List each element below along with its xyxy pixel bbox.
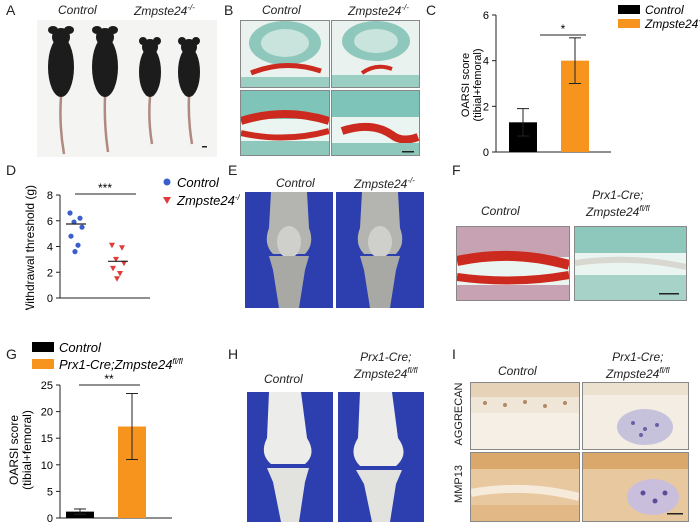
panel-b-caption-mutant: Zmpste24-/-	[348, 3, 409, 18]
chart-d-point-mutant-0	[109, 242, 115, 249]
chart-d-ytick-label-0: 0	[47, 293, 53, 305]
chart-c-ylabel-2: (tibial+femoral)	[472, 48, 484, 121]
histology-f-control	[456, 226, 570, 301]
chart-c-legend-swatch-mutant	[618, 19, 640, 28]
chart-g-errorbar-mutant	[126, 393, 138, 460]
chart-d-point-mutant-3	[121, 260, 127, 267]
chart-d-ytick-label-2: 4	[47, 242, 53, 254]
chart-c-ytick-label-0: 0	[483, 147, 489, 159]
ihc-aggrecan-control	[470, 382, 580, 450]
panel-a-caption-control: Control	[58, 3, 97, 17]
panel-a-caption-mutant: Zmpste24-/-	[134, 3, 195, 18]
panel-e-caption-mutant: Zmpste24-/-	[354, 176, 415, 191]
chart-d-point-control-2	[71, 219, 77, 225]
chart-d-point-mutant-5	[117, 271, 123, 277]
chart-c-significance: *	[561, 22, 566, 36]
chart-d-point-mutant-4	[110, 265, 116, 272]
chart-d-point-mutant-2	[113, 256, 119, 263]
ct-scan-mutant	[336, 192, 424, 308]
ct-scan-h-control	[247, 392, 333, 522]
mice-photo	[37, 20, 217, 157]
chart-d-point-mutant-1	[119, 245, 125, 251]
panel-i-caption-mutant: Prx1-Cre; Zmpste24fl/fl	[606, 350, 670, 381]
chart-d: 0 2 4 6 8 *** Withdrawal threshold (g) Contr…	[23, 175, 240, 310]
chart-g-ylabel-1: OARSI score	[7, 415, 21, 485]
panel-label-h: H	[228, 346, 239, 362]
chart-d-point-control-3	[79, 224, 85, 230]
chart-g-ytick-label-5: 25	[41, 380, 53, 392]
chart-g-ytick-label-4: 20	[41, 407, 53, 419]
chart-g-legend-swatch-control	[32, 342, 54, 352]
panel-label-b: B	[224, 2, 234, 18]
chart-d-ytick-label-4: 8	[47, 190, 53, 202]
chart-d-ytick-label-1: 2	[47, 267, 53, 279]
chart-d-legend-marker-mutant	[163, 197, 171, 204]
chart-d-legend-mutant: Zmpste24-/-	[176, 193, 240, 208]
panel-label-c: C	[426, 2, 437, 18]
chart-c-errorbar-mutant	[569, 37, 581, 84]
panel-label-g: G	[6, 346, 17, 362]
chart-d-point-control-6	[72, 249, 78, 255]
chart-g-errorbar-control	[74, 508, 86, 515]
chart-c-legend-control: Control	[645, 3, 684, 17]
panel-f-caption-mutant: Prx1-Cre; Zmpste24fl/fl	[586, 188, 650, 219]
panel-i-row-label-mmp13: MMP13	[453, 465, 465, 503]
ihc-mmp13-control	[470, 452, 580, 522]
chart-g-bar-control	[66, 511, 94, 518]
panel-label-a: A	[6, 2, 16, 18]
chart-d-point-control-4	[68, 233, 74, 239]
histology-mutant-high	[331, 90, 420, 156]
panel-f-caption-control: Control	[481, 204, 520, 218]
chart-d-legend-control: Control	[177, 175, 220, 190]
chart-c-ytick-label-1: 2	[483, 101, 489, 113]
chart-g-ytick-label-2: 10	[41, 460, 53, 472]
histology-f-mutant	[574, 226, 687, 301]
panel-label-f: F	[452, 162, 461, 178]
panel-label-d: D	[6, 162, 17, 178]
chart-d-ytick-label-3: 6	[47, 216, 53, 228]
panel-label-e: E	[228, 162, 238, 178]
chart-g-ytick-label-1: 5	[47, 486, 53, 498]
panel-b-caption-control: Control	[262, 3, 301, 17]
chart-c-legend-mutant: Zmpste24-/-	[644, 16, 700, 31]
chart-c-ytick-label-2: 4	[483, 56, 489, 68]
chart-g-ytick-label-3: 15	[41, 433, 53, 445]
chart-g-ytick-label-0: 0	[47, 513, 53, 525]
chart-g-significance: **	[104, 372, 114, 386]
ct-scan-h-mutant	[338, 392, 424, 522]
panel-h-caption-control: Control	[264, 372, 303, 386]
chart-c-ytick-label-3: 6	[483, 10, 489, 22]
ct-scan-control	[245, 192, 333, 308]
panel-i-row-label-aggrecan: AGGRECAN	[453, 382, 465, 446]
panel-label-i: I	[452, 346, 456, 362]
ihc-mmp13-mutant	[582, 452, 689, 522]
chart-c-errorbar-control	[517, 108, 529, 137]
chart-d-significance: ***	[98, 181, 112, 195]
chart-g-legend-mutant: Prx1-Cre;Zmpste24fl/fl	[59, 357, 183, 372]
chart-d-ylabel: Withdrawal threshold (g)	[23, 185, 37, 310]
panel-e-caption-control: Control	[276, 176, 315, 190]
chart-d-point-mutant-6	[114, 276, 120, 282]
ihc-aggrecan-mutant	[582, 382, 689, 450]
histology-mutant-low	[331, 20, 420, 88]
chart-d-legend-marker-control	[163, 178, 171, 186]
chart-c-ylabel-1: OARSI score	[460, 53, 472, 117]
histology-control-high	[240, 90, 330, 156]
chart-g-ylabel-2: (tibial+femoral)	[20, 410, 34, 490]
chart-c: 0 2 4 6 * OARSI score (tibial+femoral) Cont…	[460, 3, 700, 159]
chart-g-legend-swatch-mutant	[32, 359, 54, 369]
panel-h-caption-mutant: Prx1-Cre; Zmpste24fl/fl	[354, 350, 418, 381]
chart-g-legend-control: Control	[59, 340, 102, 355]
chart-d-point-control-0	[67, 210, 73, 216]
chart-d-point-control-1	[77, 215, 83, 221]
chart-g: Control Prx1-Cre;Zmpste24fl/fl 0 5 10 15 20 2…	[7, 340, 183, 525]
histology-control-low	[240, 20, 330, 88]
chart-c-legend-swatch-control	[618, 5, 640, 14]
chart-d-point-control-5	[75, 242, 81, 248]
panel-i-caption-control: Control	[498, 364, 537, 378]
